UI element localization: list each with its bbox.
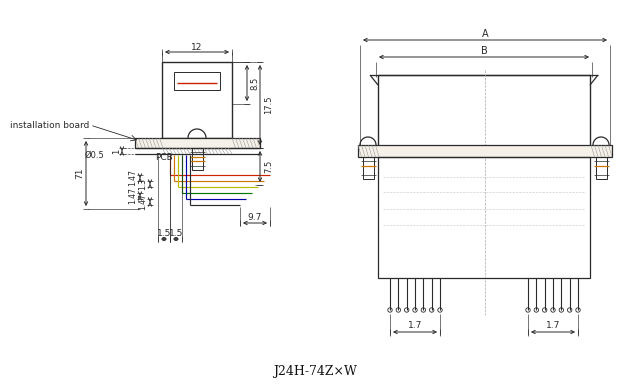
Bar: [135, 138, 260, 148]
Bar: [378, 157, 590, 278]
Bar: [162, 62, 232, 138]
Text: A: A: [482, 29, 488, 39]
Bar: [362, 157, 374, 179]
Text: 1.47: 1.47: [128, 187, 138, 204]
Bar: [358, 145, 612, 157]
Text: 12: 12: [191, 43, 203, 52]
Bar: [378, 75, 590, 150]
Text: Ø0.5: Ø0.5: [84, 151, 104, 159]
Text: 1: 1: [113, 148, 121, 154]
Text: 71: 71: [75, 168, 84, 179]
Text: 7.5: 7.5: [265, 160, 274, 173]
Text: 1.5: 1.5: [157, 229, 171, 237]
Text: 1.47: 1.47: [128, 170, 138, 187]
Text: PCB: PCB: [155, 154, 173, 163]
Text: B: B: [481, 46, 487, 56]
Bar: [191, 148, 203, 170]
Text: 1.7: 1.7: [546, 320, 560, 329]
Text: J24H-74Z×W: J24H-74Z×W: [273, 365, 357, 379]
Text: 1.7: 1.7: [408, 320, 422, 329]
Bar: [174, 72, 220, 90]
Bar: [596, 157, 606, 179]
Text: installation board: installation board: [10, 121, 89, 130]
Text: 9.7: 9.7: [248, 213, 262, 222]
Text: 1.5: 1.5: [169, 229, 183, 237]
Text: 17.5: 17.5: [265, 96, 274, 114]
Text: 1.3: 1.3: [138, 178, 147, 190]
Text: 8.5: 8.5: [250, 76, 260, 90]
Text: 1.47: 1.47: [138, 194, 147, 210]
